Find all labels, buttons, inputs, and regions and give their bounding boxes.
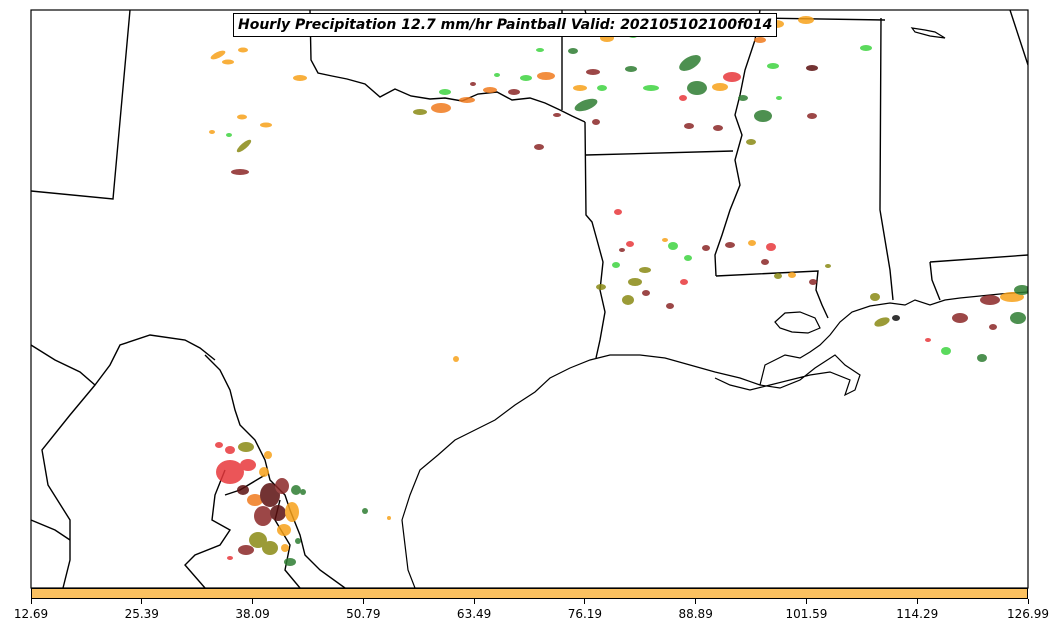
- boundary-al-fl-2: [929, 261, 941, 301]
- boundary-mexico-coahuila: [31, 519, 71, 541]
- blobs-gulf-coast-east: [870, 285, 1028, 362]
- boundary-la-ms: [715, 270, 829, 319]
- colorbar-tick-label: 76.19: [567, 607, 603, 621]
- boundary-al-fl: [929, 254, 1028, 263]
- colorbar-tick-label: 25.39: [124, 607, 159, 621]
- blobs-louisiana: [453, 209, 831, 362]
- boundary-al-ga-fl: [1009, 10, 1028, 66]
- boundary-ms-al: [879, 17, 894, 301]
- colorbar-tick-label: 63.49: [456, 607, 492, 621]
- colorbar: [31, 588, 1028, 599]
- coastline-lake-small: [910, 27, 946, 39]
- colorbar-tick: [473, 599, 475, 604]
- colorbar-tick: [30, 599, 32, 604]
- coastline: [401, 27, 1028, 588]
- boundary-ar-la: [585, 150, 734, 156]
- colorbar-tick-label: 114.29: [896, 607, 939, 621]
- boundary-panhandle-west: [31, 10, 131, 200]
- colorbar-tick: [252, 599, 254, 604]
- colorbar-tick-label: 126.99: [1007, 607, 1049, 621]
- colorbar-tick-label: 50.79: [346, 607, 381, 621]
- colorbar-tick: [362, 599, 364, 604]
- colorbar-tick-label: 38.09: [235, 607, 270, 621]
- blobs-rio-grande: [215, 442, 391, 566]
- colorbar-tick: [584, 599, 586, 604]
- boundary-nl: [184, 469, 232, 588]
- colorbar-tick-label: 101.59: [785, 607, 828, 621]
- colorbar-tick-label: 88.89: [678, 607, 713, 621]
- boundary-mississippi-river: [714, 10, 761, 277]
- colorbar-tick: [1027, 599, 1029, 604]
- map-title: Hourly Precipitation 12.7 mm/hr Paintbal…: [233, 13, 778, 37]
- coastline-mississippi-delta: [759, 291, 1028, 386]
- map-area: [31, 10, 1028, 588]
- precipitation-paintball: [209, 16, 1028, 566]
- colorbar-tick: [695, 599, 697, 604]
- colorbar-tick: [805, 599, 807, 604]
- boundary-ar-la-tx: [584, 121, 606, 359]
- coastline-lake: [774, 311, 821, 334]
- colorbar-tick: [916, 599, 918, 604]
- boundary-mexico-chihuahua: [41, 384, 96, 588]
- coastline-gulf: [401, 354, 861, 588]
- boundary-mexico-west: [31, 334, 216, 387]
- colorbar-tick-label: 12.69: [13, 607, 49, 621]
- boundary-red-river: [309, 10, 586, 123]
- blobs-north-texas: [209, 47, 600, 175]
- colorbar-tick: [141, 599, 143, 604]
- blobs-arkansas-tennessee: [574, 16, 872, 145]
